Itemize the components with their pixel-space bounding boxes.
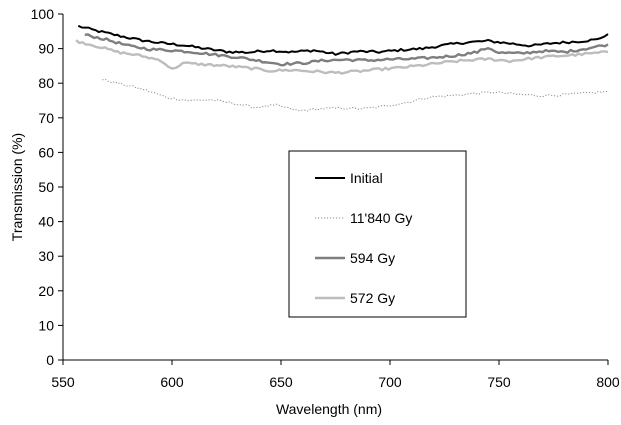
series-line (102, 78, 609, 112)
legend-label: 594 Gy (350, 250, 395, 266)
x-tick-label: 700 (378, 374, 402, 390)
series-line (75, 39, 609, 75)
y-tick-label: 10 (38, 317, 54, 333)
plot-area: 0 10 20 30 40 50 60 70 80 90 100 550 600 650 700 750 80… (31, 6, 620, 390)
x-tick-label: 750 (487, 374, 511, 390)
y-tick-label: 30 (38, 248, 54, 264)
y-tick-label: 90 (38, 41, 54, 57)
y-tick-label: 0 (46, 352, 54, 368)
y-tick-label: 80 (38, 75, 54, 91)
y-axis-title: Transmission (%) (9, 133, 25, 241)
legend: Initial 11'840 Gy 594 Gy 572 Gy (288, 150, 467, 318)
x-ticks: 550 600 650 700 750 800 (51, 360, 620, 390)
x-tick-label: 550 (51, 374, 75, 390)
y-tick-label: 20 (38, 283, 54, 299)
x-axis-title: Wavelength (nm) (276, 401, 382, 417)
legend-label: 572 Gy (350, 290, 395, 306)
y-tick-label: 60 (38, 144, 54, 160)
y-tick-label: 70 (38, 110, 54, 126)
series-line (77, 24, 609, 56)
legend-entries: Initial 11'840 Gy 594 Gy 572 Gy (315, 170, 412, 306)
y-ticks: 0 10 20 30 40 50 60 70 80 90 100 (31, 6, 63, 368)
x-tick-label: 800 (596, 374, 620, 390)
y-tick-label: 50 (38, 179, 54, 195)
legend-label: Initial (350, 170, 383, 186)
series-line (84, 33, 609, 67)
y-tick-label: 40 (38, 214, 54, 230)
y-tick-label: 100 (31, 6, 55, 22)
x-tick-label: 650 (269, 374, 293, 390)
series-lines (75, 24, 609, 112)
x-tick-label: 600 (160, 374, 184, 390)
legend-label: 11'840 Gy (350, 210, 412, 226)
